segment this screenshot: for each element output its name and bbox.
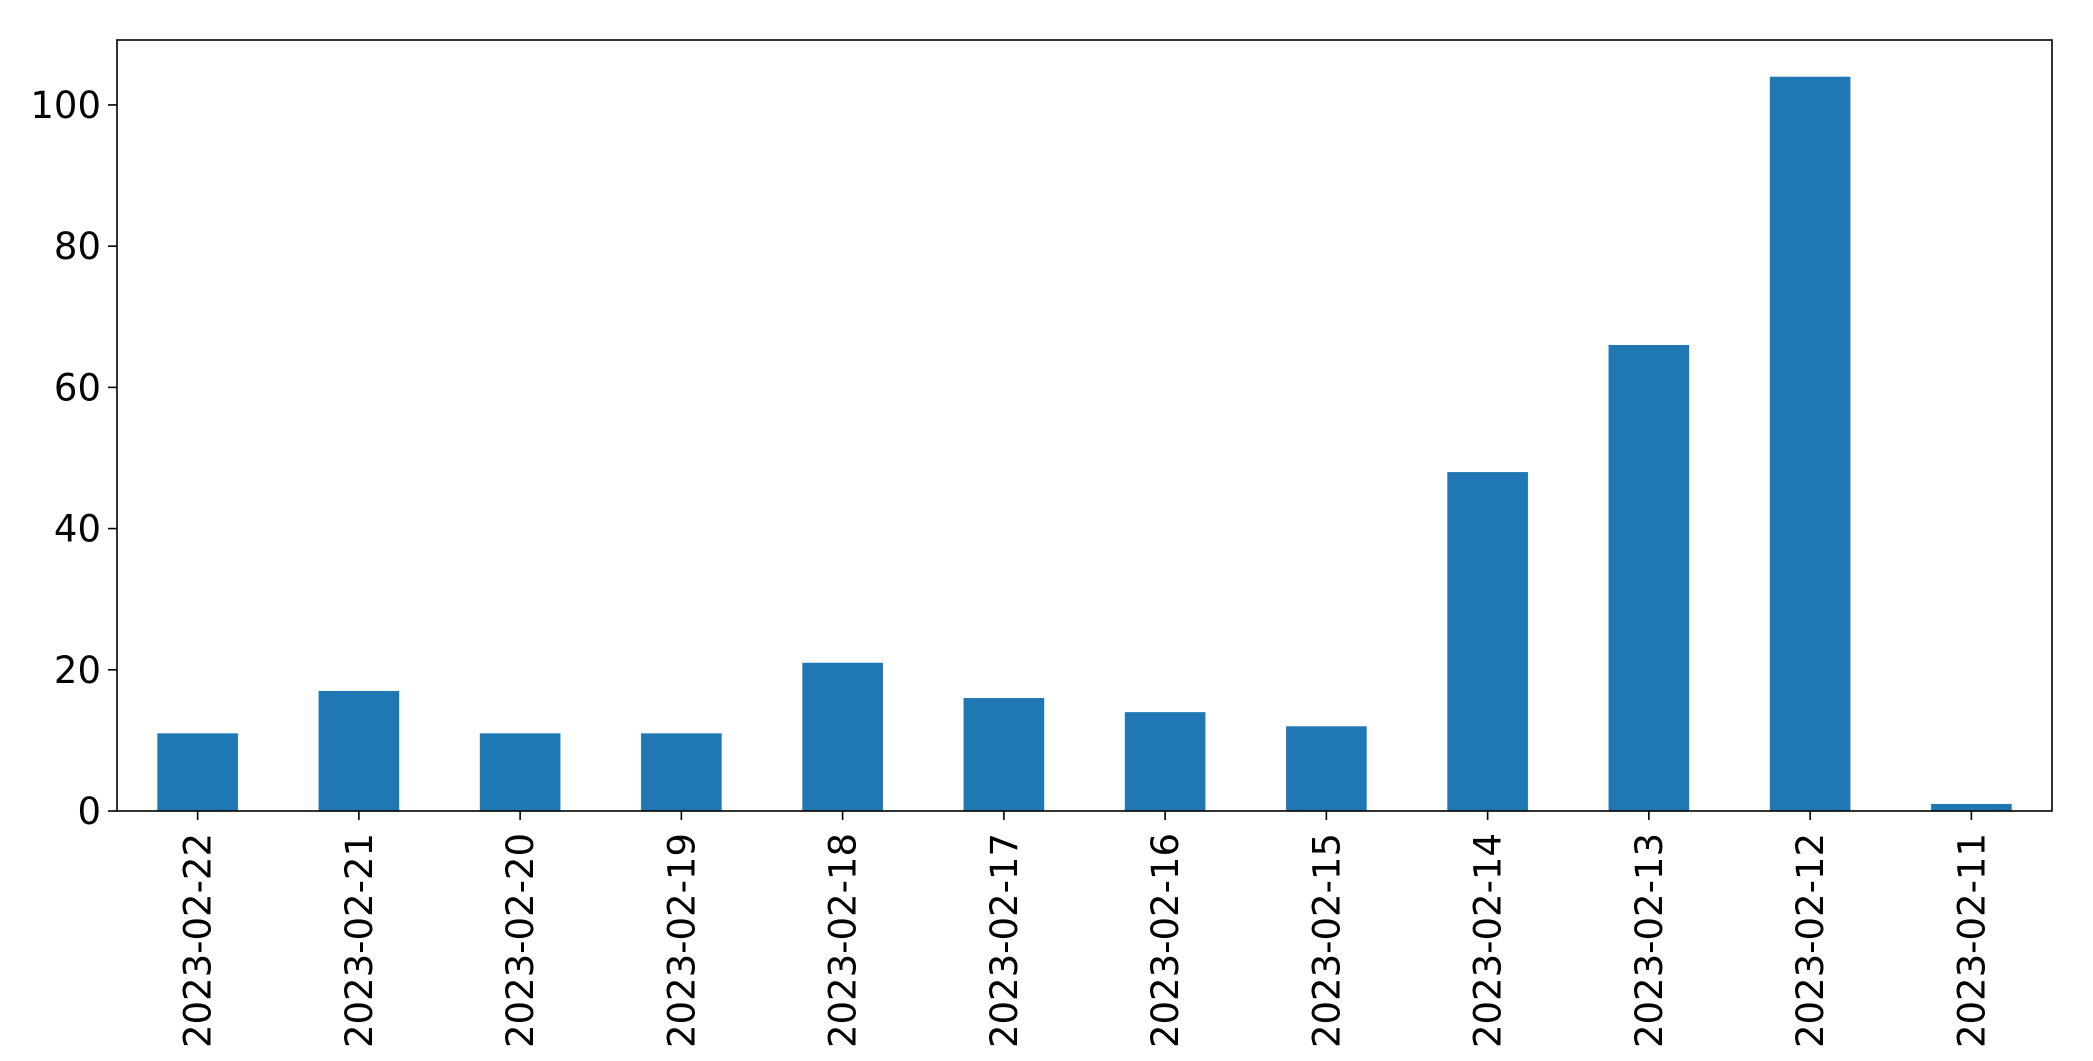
x-tick-label: 2023-02-15 bbox=[1305, 833, 1348, 1048]
bar-2023-02-20 bbox=[479, 733, 561, 811]
x-tick-label: 2023-02-22 bbox=[177, 833, 220, 1048]
bar-2023-02-22 bbox=[157, 733, 238, 811]
bar-2023-02-18 bbox=[802, 662, 883, 811]
y-tick-label: 20 bbox=[54, 649, 101, 692]
bar-2023-02-12 bbox=[1769, 76, 1851, 811]
axes-frame bbox=[116, 39, 2053, 812]
y-tick-label: 40 bbox=[54, 508, 101, 551]
x-tick-label: 2023-02-12 bbox=[1789, 833, 1832, 1048]
bars-group bbox=[157, 76, 2012, 811]
bar-2023-02-21 bbox=[318, 690, 400, 811]
y-tick-label: 80 bbox=[54, 225, 101, 268]
bar-2023-02-17 bbox=[963, 698, 1045, 811]
x-tick-label: 2023-02-11 bbox=[1950, 833, 1993, 1048]
x-tick-label: 2023-02-13 bbox=[1628, 833, 1671, 1048]
bar-2023-02-13 bbox=[1608, 345, 1690, 811]
x-tick-label: 2023-02-14 bbox=[1467, 833, 1510, 1048]
x-tick-label: 2023-02-20 bbox=[499, 833, 542, 1048]
y-tick-label: 60 bbox=[54, 366, 101, 409]
y-tick-label: 100 bbox=[30, 84, 101, 127]
bar-2023-02-19 bbox=[641, 733, 722, 811]
x-axis: 2023-02-22 2023-02-21 2023-02-20 2023-02-19… bbox=[177, 811, 1993, 1048]
x-tick-label: 2023-02-21 bbox=[338, 833, 381, 1048]
y-axis: 0 20 40 60 80 100 bbox=[30, 84, 117, 833]
x-tick-label: 2023-02-19 bbox=[660, 833, 703, 1048]
x-tick-label: 2023-02-16 bbox=[1144, 833, 1187, 1048]
bar-2023-02-14 bbox=[1447, 472, 1528, 811]
y-tick-label: 0 bbox=[77, 790, 101, 833]
bar-2023-02-11 bbox=[1931, 803, 2012, 811]
bar-2023-02-15 bbox=[1286, 726, 1367, 811]
x-tick-label: 2023-02-17 bbox=[983, 833, 1026, 1048]
x-tick-label: 2023-02-18 bbox=[822, 833, 865, 1048]
bar-2023-02-16 bbox=[1124, 712, 1206, 811]
